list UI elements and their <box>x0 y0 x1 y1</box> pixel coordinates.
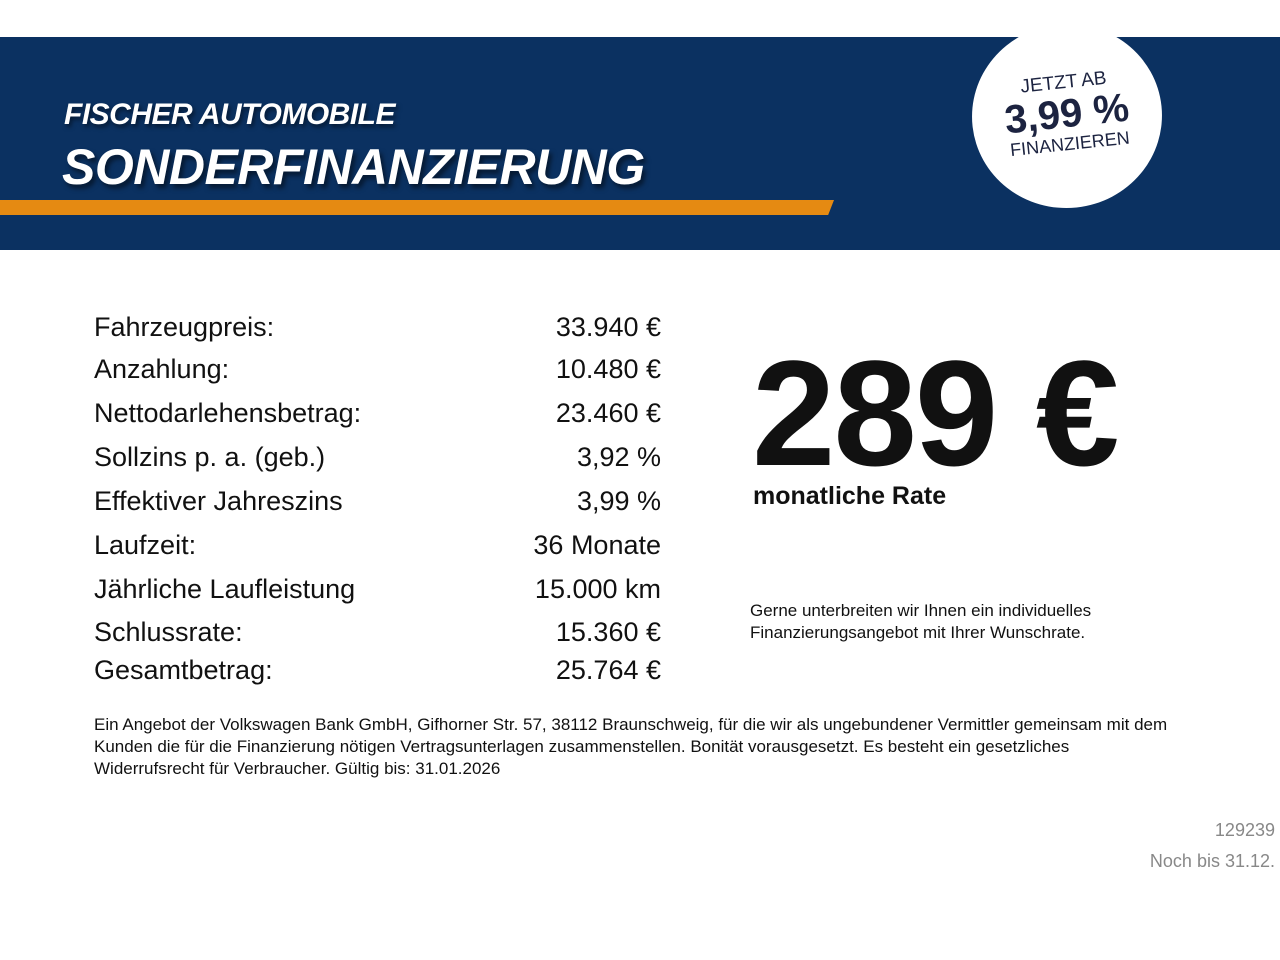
detail-value: 36 Monate <box>533 530 661 560</box>
monthly-rate: 289 € <box>752 329 1119 497</box>
detail-row: Fahrzeugpreis: 33.940 € <box>94 312 661 346</box>
detail-label: Sollzins p. a. (geb.) <box>94 442 326 472</box>
detail-row: Jährliche Laufleistung 15.000 km <box>94 574 661 608</box>
detail-label: Schlussrate: <box>94 617 243 647</box>
detail-label: Fahrzeugpreis: <box>94 312 275 342</box>
detail-label: Jährliche Laufleistung <box>94 574 356 604</box>
detail-label: Anzahlung: <box>94 354 230 384</box>
offer-note: Gerne unterbreiten wir Ihnen ein individ… <box>750 601 1092 642</box>
legal-text: Ein Angebot der Volkswagen Bank GmbH, Gi… <box>94 715 1168 778</box>
offer-id: 129239 <box>1214 820 1275 840</box>
detail-row: Gesamtbetrag: 25.764 € <box>94 655 661 689</box>
detail-label: Laufzeit: <box>94 530 197 560</box>
detail-row: Sollzins p. a. (geb.) 3,92 % <box>94 442 661 476</box>
validity-text: Noch bis 31.12. <box>1149 851 1275 871</box>
detail-row: Laufzeit: 36 Monate <box>94 530 661 564</box>
detail-value: 3,99 % <box>576 486 661 516</box>
detail-row: Schlussrate: 15.360 € <box>94 617 661 651</box>
detail-label: Nettodarlehensbetrag: <box>94 398 362 428</box>
detail-value: 3,92 % <box>576 442 661 472</box>
detail-value: 23.460 € <box>555 398 661 428</box>
detail-row: Effektiver Jahreszins 3,99 % <box>94 486 661 520</box>
detail-value: 10.480 € <box>555 354 661 384</box>
detail-value: 25.764 € <box>555 655 661 685</box>
monthly-rate-label: monatliche Rate <box>753 482 947 510</box>
detail-value: 33.940 € <box>555 312 661 342</box>
page-title: SONDERFINANZIERUNG <box>62 139 645 195</box>
detail-label: Effektiver Jahreszins <box>94 486 343 516</box>
detail-row: Anzahlung: 10.480 € <box>94 354 661 388</box>
detail-value: 15.360 € <box>555 617 661 647</box>
accent-stripe <box>0 200 834 215</box>
detail-label: Gesamtbetrag: <box>94 655 273 685</box>
detail-value: 15.000 km <box>534 574 661 604</box>
detail-row: Nettodarlehensbetrag: 23.460 € <box>94 398 661 432</box>
brand-name: FISCHER AUTOMOBILE <box>64 98 396 131</box>
